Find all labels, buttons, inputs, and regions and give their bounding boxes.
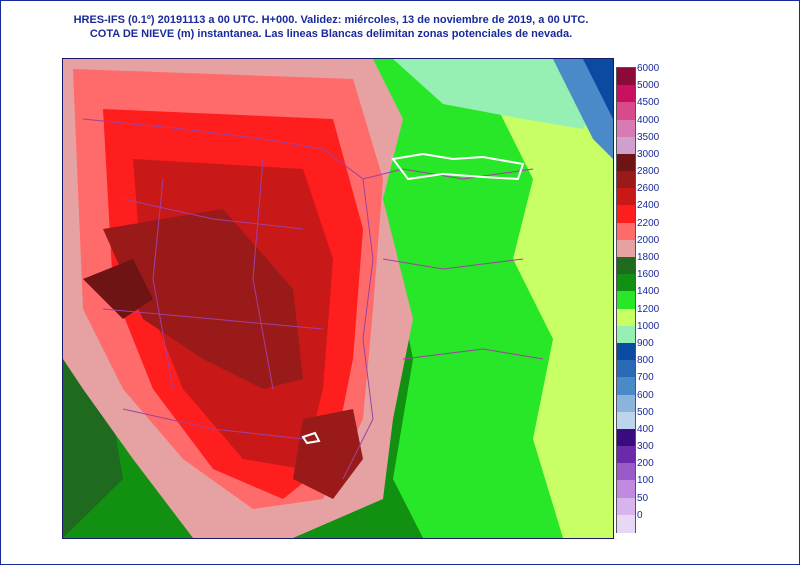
legend-tick-label: 4500 <box>637 97 660 109</box>
legend-tick-label: 2400 <box>637 200 660 212</box>
legend-swatch <box>617 308 635 327</box>
legend-swatch <box>617 68 635 86</box>
legend-tick-label: 5000 <box>637 80 660 92</box>
legend-swatch <box>617 257 635 276</box>
legend-tick-label: 500 <box>637 406 654 418</box>
legend-swatch <box>617 514 635 533</box>
legend-tick-label: 200 <box>637 458 654 470</box>
legend-swatch <box>617 205 635 224</box>
snow-level-map <box>62 58 614 539</box>
legend-swatch <box>617 136 635 155</box>
legend-swatch <box>617 446 635 465</box>
legend-tick-label: 900 <box>637 337 654 349</box>
legend-swatch <box>617 102 635 121</box>
legend-swatch <box>617 377 635 396</box>
legend-tick-label: 2000 <box>637 234 660 246</box>
field-maroon <box>83 259 153 319</box>
border-lines <box>82 118 544 480</box>
legend-tick-label: 100 <box>637 475 654 487</box>
legend-swatch <box>617 222 635 241</box>
field-aqua-north <box>393 59 603 129</box>
legend-swatch <box>617 291 635 310</box>
field-darker-red <box>103 209 303 389</box>
legend-tick-label: 6000 <box>637 63 660 74</box>
snow-zone-outline-small <box>301 431 321 445</box>
legend-swatch <box>617 411 635 430</box>
legend-swatch <box>617 153 635 172</box>
legend-tick-label: 1000 <box>637 320 660 332</box>
snow-zone-outline <box>391 152 525 181</box>
chart-subtitle: COTA DE NIEVE (m) instantanea. Las linea… <box>89 28 573 40</box>
legend-tick-label: 700 <box>637 372 654 384</box>
legend-swatch <box>617 325 635 344</box>
field-dark-red-southeast <box>293 409 363 499</box>
chart-title: HRES-IFS (0.1º) 20191113 a 00 UTC. H+000… <box>73 14 589 26</box>
legend-tick-label: 2600 <box>637 183 660 195</box>
field-yellow-green-east <box>493 79 613 538</box>
legend-tick-label: 1600 <box>637 269 660 281</box>
legend-swatch <box>617 171 635 190</box>
legend-swatch <box>617 394 635 413</box>
legend-swatch <box>617 239 635 258</box>
field-dark-blue-northeast <box>583 59 613 119</box>
legend-tick-label: 800 <box>637 355 654 367</box>
legend-tick-label: 600 <box>637 389 654 401</box>
legend-tick-label: 50 <box>637 492 649 504</box>
legend-swatch <box>617 274 635 293</box>
legend-tick-label: 3500 <box>637 131 660 143</box>
legend-tick-label: 0 <box>637 509 643 521</box>
legend-swatch <box>617 428 635 447</box>
legend-swatch <box>617 188 635 207</box>
legend-tick-label: 1400 <box>637 286 660 298</box>
legend-swatch <box>617 342 635 361</box>
legend-swatch <box>617 119 635 138</box>
legend-tick-label: 3000 <box>637 148 660 160</box>
legend-tick-label: 2200 <box>637 217 660 229</box>
legend-tick-label: 2800 <box>637 166 660 178</box>
legend-swatch <box>617 463 635 482</box>
legend-swatch <box>617 360 635 379</box>
legend-swatch <box>617 497 635 516</box>
legend-colorbar <box>616 67 636 533</box>
legend-tick-label: 4000 <box>637 114 660 126</box>
legend-swatch <box>617 85 635 104</box>
legend-swatch <box>617 480 635 499</box>
legend-tick-label: 1800 <box>637 252 660 264</box>
legend-tick-label: 400 <box>637 423 654 435</box>
legend-tick-label: 300 <box>637 441 654 453</box>
legend-tick-label: 1200 <box>637 303 660 315</box>
